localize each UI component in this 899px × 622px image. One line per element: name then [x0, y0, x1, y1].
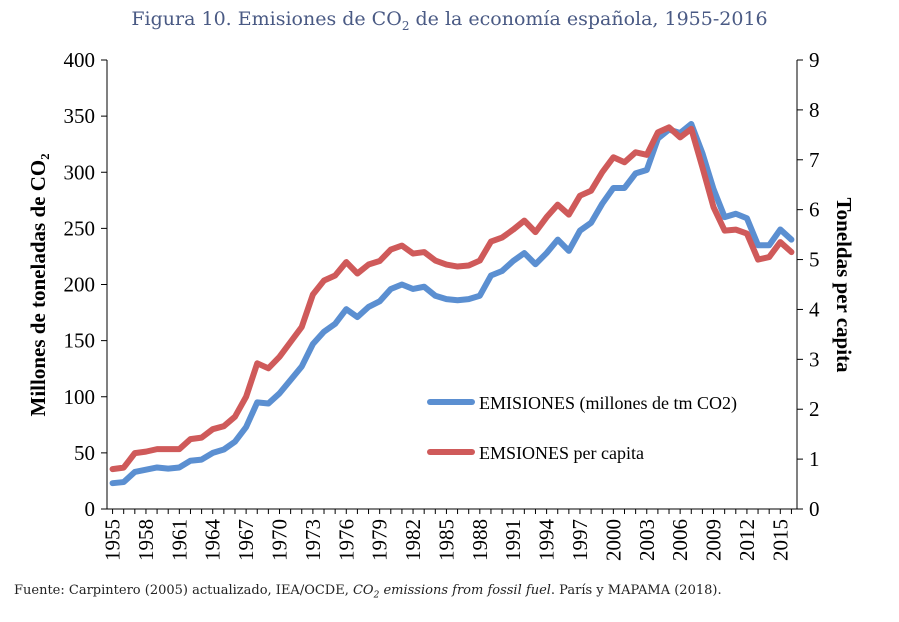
y2-tick-label: 7 [809, 148, 820, 172]
x-tick-label: 1994 [535, 519, 559, 562]
y2-tick-label: 6 [809, 198, 820, 222]
x-tick-label: 2009 [702, 519, 726, 561]
x-tick-label: 1976 [334, 519, 358, 561]
x-tick-label: 1979 [368, 519, 392, 561]
x-tick-label: 1970 [268, 519, 292, 561]
x-tick-label: 1973 [301, 519, 325, 561]
y-tick-label: 100 [64, 385, 96, 409]
y2-tick-label: 9 [809, 48, 820, 72]
x-tick-label: 2003 [635, 519, 659, 561]
y-tick-label: 200 [64, 273, 96, 297]
y-tick-label: 150 [64, 329, 96, 353]
x-tick-label: 1958 [134, 519, 158, 561]
y-tick-label: 350 [64, 104, 96, 128]
y-axis-title: Millones de toneladas de CO₂ [26, 154, 50, 417]
chart-title: Figura 10. Emisiones de CO2 de la econom… [131, 8, 768, 33]
source-note: Fuente: Carpintero (2005) actualizado, I… [14, 583, 722, 601]
x-tick-label: 2012 [735, 519, 759, 561]
legend-label-emisiones: EMISIONES (millones de tm CO2) [479, 393, 737, 414]
y-tick-label: 0 [85, 497, 96, 521]
x-tick-label: 1964 [201, 519, 225, 562]
y2-axis-title: Toneldas per capita [832, 197, 856, 373]
x-tick-label: 1961 [167, 519, 191, 561]
x-tick-label: 1955 [101, 519, 125, 561]
y-tick-label: 400 [64, 48, 96, 72]
legend: EMISIONES (millones de tm CO2) EMSIONES … [427, 393, 737, 463]
y2-tick-label: 3 [809, 347, 820, 371]
x-tick-label: 2006 [668, 519, 692, 561]
y2-tick-label: 5 [809, 248, 820, 272]
x-tick-label: 2000 [601, 519, 625, 561]
y2-tick-label: 0 [809, 497, 820, 521]
y-tick-label: 50 [74, 441, 95, 465]
x-tick-label: 1997 [568, 519, 592, 561]
y2-tick-label: 4 [809, 297, 820, 321]
x-tick-label: 1991 [501, 519, 525, 561]
legend-label-percapita: EMSIONES per capita [479, 443, 644, 463]
x-tick-label: 1988 [468, 519, 492, 561]
y2-tick-label: 8 [809, 98, 820, 122]
x-tick-label: 2015 [768, 519, 792, 561]
y-tick-label: 250 [64, 216, 96, 240]
x-tick-label: 1985 [434, 519, 458, 561]
x-tick-label: 1967 [234, 519, 258, 561]
y-tick-label: 300 [64, 160, 96, 184]
y2-tick-label: 1 [809, 447, 820, 471]
series-line-percapita [109, 124, 795, 473]
x-tick-label: 1982 [401, 519, 425, 561]
y2-tick-label: 2 [809, 397, 820, 421]
